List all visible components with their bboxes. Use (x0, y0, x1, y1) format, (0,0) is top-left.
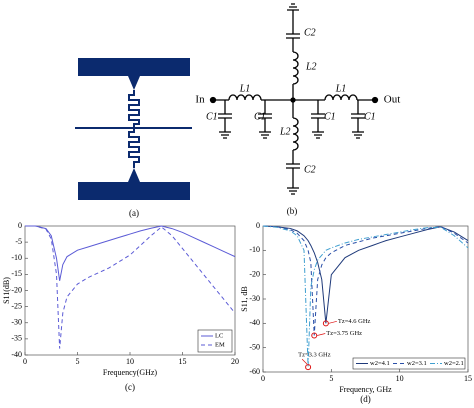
x-axis-label: Frequency(GHz) (103, 368, 158, 377)
annotation-text: Tz=3.3 GHz (298, 352, 331, 359)
x-tick-label: 5 (329, 374, 333, 383)
caption: (c) (125, 382, 135, 392)
annotation-arrow (328, 320, 337, 324)
legend-label: w2=3.1 (407, 360, 427, 367)
x-tick-label: 10 (396, 374, 404, 383)
caption: (d) (360, 394, 371, 404)
annotation-arrow (301, 358, 308, 365)
annotation-text: Tz=3.75 GHz (326, 330, 362, 337)
component-label: C1 (254, 111, 266, 122)
annotation-marker (311, 332, 318, 339)
y-tick-label: -20 (11, 285, 22, 294)
y-tick-label: -30 (11, 318, 22, 327)
port-label: In (195, 94, 205, 106)
y-tick-label: -30 (249, 294, 260, 303)
x-tick-label: 15 (179, 357, 187, 366)
component-label: C1 (206, 111, 218, 122)
y-tick-label: -10 (249, 245, 260, 254)
annotation-text: Tz=4.6 GHz (338, 318, 371, 325)
component-label: L2 (279, 126, 291, 137)
component-label: L1 (335, 83, 347, 94)
caption: (b) (287, 206, 298, 216)
series-line (262, 225, 469, 324)
series-line (25, 225, 236, 281)
component-label: L1 (239, 83, 251, 94)
legend-label: w2=2.1 (444, 360, 464, 367)
x-tick-label: 5 (76, 357, 80, 366)
port-dot (209, 96, 217, 104)
component-label: C1 (324, 111, 336, 122)
x-tick-label: 10 (126, 357, 134, 366)
node-dot (290, 97, 296, 103)
component-label: C2 (304, 164, 316, 175)
caption: (a) (129, 208, 139, 218)
x-tick-label: 15 (464, 374, 472, 383)
x-tick-label: 0 (261, 374, 265, 383)
legend-label: EM (215, 341, 225, 348)
y-tick-label: -35 (11, 334, 22, 343)
y-tick-label: -25 (11, 301, 22, 310)
circuit-wires (213, 3, 375, 195)
component-label: L2 (305, 61, 317, 72)
y-axis-label: S11, dB (240, 286, 249, 312)
port-dot (371, 96, 379, 104)
legend-box (352, 357, 466, 370)
y-axis-label: S11(dB) (2, 277, 11, 304)
y-tick-label: -5 (15, 237, 22, 246)
series-line (262, 225, 469, 336)
x-tick-label: 20 (231, 357, 239, 366)
y-tick-label: 0 (256, 221, 260, 230)
series-line (262, 225, 469, 368)
annotation-arrow (317, 333, 326, 336)
plot-frame (262, 225, 469, 373)
circuit (209, 3, 379, 195)
component-label: C1 (364, 111, 376, 122)
y-tick-label: -60 (249, 367, 260, 376)
series-line (25, 225, 236, 349)
y-tick-label: -50 (249, 342, 260, 351)
component-label: C2 (304, 27, 316, 38)
x-axis-label: Frequency, GHz (339, 385, 392, 394)
annotation-marker (305, 364, 312, 371)
y-tick-label: -10 (11, 253, 22, 262)
x-tick-label: 0 (23, 357, 27, 366)
legend-label: w2=4.1 (370, 360, 390, 367)
y-tick-label: -40 (11, 350, 22, 359)
y-tick-label: -20 (249, 269, 260, 278)
y-tick-label: -15 (11, 269, 22, 278)
y-tick-label: 0 (18, 221, 22, 230)
port-label: Out (384, 94, 401, 106)
y-tick-label: -40 (249, 318, 260, 327)
layout-drawing (75, 58, 192, 200)
annotation-marker (322, 320, 329, 327)
legend-label: LC (215, 332, 223, 339)
